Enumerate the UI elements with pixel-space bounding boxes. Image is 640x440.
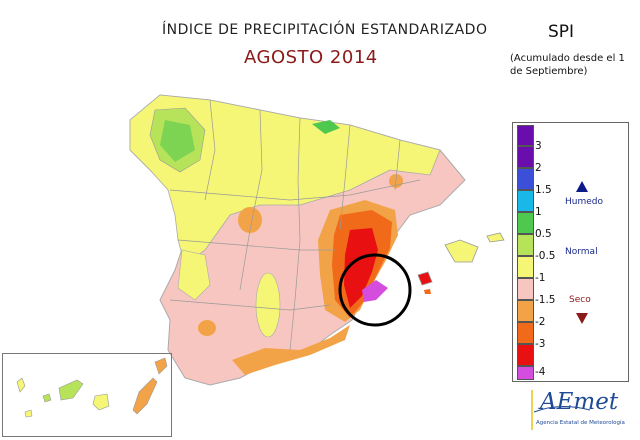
legend-tick: 1 xyxy=(535,206,542,218)
dry-arrow-icon xyxy=(576,313,588,324)
formentera xyxy=(424,289,431,294)
tenerife xyxy=(58,379,84,401)
legend-swatch xyxy=(517,300,534,322)
galicia-green-patch xyxy=(160,120,195,162)
legend-swatch xyxy=(517,190,534,212)
legend-swatch xyxy=(517,168,534,190)
la-palma xyxy=(16,377,26,393)
dry-label: Seco xyxy=(569,295,591,305)
legend-tick: -4 xyxy=(535,366,546,378)
el-hierro xyxy=(24,409,33,418)
canary-islands-inset xyxy=(2,353,172,437)
legend-swatch xyxy=(517,344,534,366)
legend-swatch xyxy=(517,125,534,146)
alicante-magenta-region xyxy=(362,280,388,302)
legend-swatch xyxy=(517,366,534,380)
north-yellow-region xyxy=(129,94,441,266)
ibiza xyxy=(417,271,433,286)
southwest-orange-spot xyxy=(198,320,216,336)
aemet-logo-text: AEmet xyxy=(540,389,619,415)
spi-label: SPI xyxy=(548,22,575,42)
map-subtitle: AGOSTO 2014 xyxy=(244,47,378,68)
legend-tick: -2 xyxy=(535,316,546,328)
aemet-logo xyxy=(531,390,591,430)
la-gomera xyxy=(42,393,52,403)
legend-tick: -3 xyxy=(535,338,546,350)
center-orange-spot xyxy=(238,207,262,233)
humid-label: Humedo xyxy=(565,197,603,207)
legend-tick: -1 xyxy=(535,272,546,284)
legend-tick: -1.5 xyxy=(535,294,556,306)
normal-label: Normal xyxy=(565,247,598,257)
lanzarote xyxy=(154,357,168,375)
aemet-logo-tagline: Agencia Estatal de Meteorología xyxy=(536,420,625,426)
valencia-red-region xyxy=(344,228,378,308)
north-green-patch xyxy=(312,120,340,134)
legend: 3 2 1.5 1 0.5 -0.5 -1 -1.5 -2 -3 -4 Hume… xyxy=(512,122,629,382)
accumulation-note: (Acumulado desde el 1 de Septiembre) xyxy=(510,53,625,77)
fuerteventura xyxy=(132,377,158,415)
legend-swatch xyxy=(517,322,534,344)
gran-canaria xyxy=(92,393,110,411)
legend-swatch xyxy=(517,212,534,234)
legend-swatch xyxy=(517,146,534,168)
legend-tick: -0.5 xyxy=(535,250,556,262)
center-yellow-patch xyxy=(255,272,281,338)
mallorca xyxy=(444,239,479,263)
legend-tick: 2 xyxy=(535,162,542,174)
legend-swatch xyxy=(517,256,534,278)
legend-swatch xyxy=(517,278,534,300)
menorca xyxy=(486,232,505,243)
south-orange-region xyxy=(232,325,350,375)
legend-swatch xyxy=(517,234,534,256)
map-title: ÍNDICE DE PRECIPITACIÓN ESTANDARIZADO xyxy=(162,22,488,38)
humid-arrow-icon xyxy=(576,181,588,192)
highlight-circle xyxy=(338,253,412,327)
west-yellow-patch xyxy=(177,249,211,301)
legend-tick: 0.5 xyxy=(535,228,552,240)
legend-tick: 3 xyxy=(535,140,542,152)
legend-tick: 1.5 xyxy=(535,184,552,196)
canary-islands-map xyxy=(16,357,168,418)
